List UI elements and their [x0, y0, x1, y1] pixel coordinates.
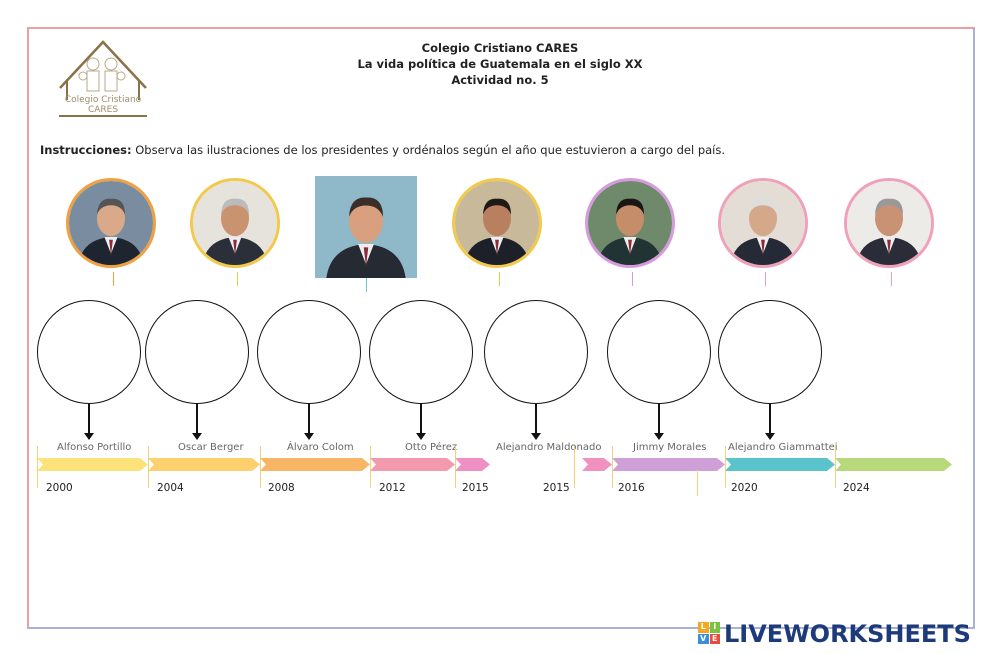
year-label: 2024 [843, 482, 870, 494]
president-photo[interactable] [844, 178, 934, 268]
timeline-tick [697, 470, 698, 496]
photo-connector [237, 272, 238, 286]
year-label: 2015 [543, 482, 570, 494]
president-portrait [721, 181, 805, 265]
timeline-segment [582, 458, 612, 471]
timeline-bracket [835, 446, 836, 488]
timeline-segment [370, 458, 455, 471]
timeline-segment [725, 458, 835, 471]
arrow-down-icon [416, 404, 426, 440]
president-portrait [69, 181, 153, 265]
logo-letter: V [698, 633, 709, 644]
year-label: 2015 [462, 482, 489, 494]
arrow-down-icon [531, 404, 541, 440]
logo-text: Colegio Cristiano CARES [64, 95, 142, 115]
timeline-bracket [37, 446, 38, 488]
logo-letter: I [709, 622, 720, 633]
photo-connector [499, 272, 500, 286]
timeline-bracket [370, 446, 371, 488]
president-photo[interactable] [190, 178, 280, 268]
arrow-down-icon [765, 404, 775, 440]
photo-connector [765, 272, 766, 286]
president-portrait [455, 181, 539, 265]
president-name-label: Jimmy Morales [633, 442, 707, 453]
photo-connector [366, 278, 367, 292]
president-photo[interactable] [452, 178, 542, 268]
president-name-label: Alejandro Giammattei [728, 442, 838, 453]
timeline-bracket [455, 446, 456, 488]
year-label: 2008 [268, 482, 295, 494]
year-label: 2000 [46, 482, 73, 494]
arrow-down-icon [84, 404, 94, 440]
president-portrait [193, 181, 277, 265]
worksheet-frame [27, 27, 975, 629]
president-name-label: Alejandro Maldonado [496, 442, 602, 453]
answer-drop-circle[interactable] [607, 300, 711, 404]
logo-letter: L [698, 622, 709, 633]
timeline-bracket [260, 446, 261, 488]
answer-drop-circle[interactable] [37, 300, 141, 404]
answer-drop-circle[interactable] [484, 300, 588, 404]
timeline-segment [37, 458, 148, 471]
instructions-label: Instrucciones: [40, 143, 132, 157]
liveworksheets-logo-icon: L I V E [698, 622, 720, 644]
answer-drop-circle[interactable] [257, 300, 361, 404]
year-label: 2012 [379, 482, 406, 494]
president-photo[interactable] [585, 178, 675, 268]
timeline-segment [260, 458, 370, 471]
timeline-bracket [725, 446, 726, 488]
answer-drop-circle[interactable] [145, 300, 249, 404]
president-portrait [847, 181, 931, 265]
president-name-label: Otto Pérez [405, 442, 458, 453]
arrow-down-icon [192, 404, 202, 440]
arrow-down-icon [654, 404, 664, 440]
photo-connector [891, 272, 892, 286]
president-photo[interactable] [718, 178, 808, 268]
school-logo [59, 40, 147, 117]
president-portrait [588, 181, 672, 265]
arrow-down-icon [304, 404, 314, 440]
instructions: Instrucciones: Observa las ilustraciones… [40, 143, 725, 157]
timeline-segment [612, 458, 725, 471]
school-name: Colegio Cristiano CARES [421, 41, 579, 55]
photo-connector [632, 272, 633, 286]
president-photo[interactable] [66, 178, 156, 268]
timeline-bracket [148, 446, 149, 488]
timeline-segment [835, 458, 952, 471]
president-name-label: Alfonso Portillo [57, 442, 132, 453]
worksheet-subtitle: La vida política de Guatemala en el sigl… [357, 57, 643, 71]
president-name-label: Álvaro Colom [287, 442, 354, 453]
page-title: Colegio Cristiano CARES La vida política… [300, 40, 700, 88]
liveworksheets-brand: LIVEWORKSHEETS [724, 620, 971, 648]
timeline-segment [455, 458, 490, 471]
answer-drop-circle[interactable] [718, 300, 822, 404]
president-portrait [315, 176, 417, 278]
year-label: 2020 [731, 482, 758, 494]
timeline-bracket [612, 446, 613, 488]
activity-number: Actividad no. 5 [451, 73, 549, 87]
logo-letter: E [709, 633, 720, 644]
president-name-label: Oscar Berger [178, 442, 244, 453]
instructions-text: Observa las ilustraciones de los preside… [131, 143, 726, 157]
president-photo[interactable] [313, 176, 419, 278]
year-label: 2016 [618, 482, 645, 494]
photo-connector [113, 272, 114, 286]
timeline-bracket [574, 446, 575, 488]
answer-drop-circle[interactable] [369, 300, 473, 404]
year-label: 2004 [157, 482, 184, 494]
timeline-segment [148, 458, 260, 471]
